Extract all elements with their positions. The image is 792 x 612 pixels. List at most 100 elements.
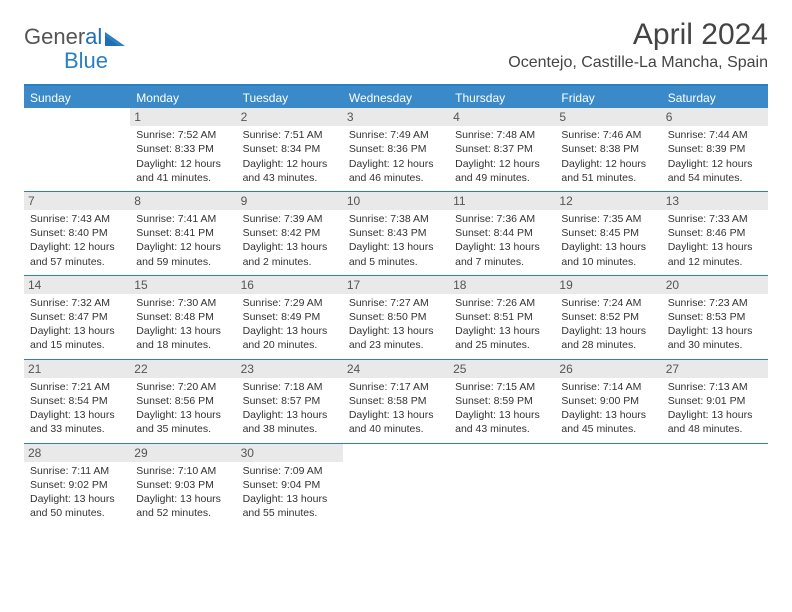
sunrise-text: Sunrise: 7:15 AM	[455, 380, 549, 394]
sunrise-text: Sunrise: 7:36 AM	[455, 212, 549, 226]
sunrise-text: Sunrise: 7:26 AM	[455, 296, 549, 310]
sunset-text: Sunset: 8:59 PM	[455, 394, 549, 408]
calendar-header-row: Sunday Monday Tuesday Wednesday Thursday…	[24, 86, 768, 108]
daylight-text: Daylight: 13 hours and 12 minutes.	[668, 240, 762, 268]
calendar-day-cell: 10Sunrise: 7:38 AMSunset: 8:43 PMDayligh…	[343, 192, 449, 275]
day-number: 2	[237, 108, 343, 126]
day-number: 25	[449, 360, 555, 378]
day-number: 29	[130, 444, 236, 462]
sunset-text: Sunset: 8:42 PM	[243, 226, 337, 240]
day-number: 27	[662, 360, 768, 378]
daylight-text: Daylight: 13 hours and 48 minutes.	[668, 408, 762, 436]
day-number: 14	[24, 276, 130, 294]
day-header: Sunday	[24, 86, 130, 108]
daylight-text: Daylight: 12 hours and 43 minutes.	[243, 157, 337, 185]
calendar-day-cell	[343, 444, 449, 527]
day-header: Monday	[130, 86, 236, 108]
sunrise-text: Sunrise: 7:27 AM	[349, 296, 443, 310]
day-header: Friday	[555, 86, 661, 108]
sunrise-text: Sunrise: 7:29 AM	[243, 296, 337, 310]
daylight-text: Daylight: 12 hours and 51 minutes.	[561, 157, 655, 185]
sunrise-text: Sunrise: 7:13 AM	[668, 380, 762, 394]
calendar-day-cell	[555, 444, 661, 527]
day-number: 21	[24, 360, 130, 378]
calendar-day-cell: 9Sunrise: 7:39 AMSunset: 8:42 PMDaylight…	[237, 192, 343, 275]
day-number	[343, 444, 449, 462]
calendar-day-cell: 16Sunrise: 7:29 AMSunset: 8:49 PMDayligh…	[237, 276, 343, 359]
day-number: 15	[130, 276, 236, 294]
sunset-text: Sunset: 8:44 PM	[455, 226, 549, 240]
sunrise-text: Sunrise: 7:21 AM	[30, 380, 124, 394]
daylight-text: Daylight: 13 hours and 2 minutes.	[243, 240, 337, 268]
daylight-text: Daylight: 12 hours and 59 minutes.	[136, 240, 230, 268]
day-number: 30	[237, 444, 343, 462]
sunrise-text: Sunrise: 7:18 AM	[243, 380, 337, 394]
sunrise-text: Sunrise: 7:09 AM	[243, 464, 337, 478]
sunrise-text: Sunrise: 7:10 AM	[136, 464, 230, 478]
calendar-day-cell: 7Sunrise: 7:43 AMSunset: 8:40 PMDaylight…	[24, 192, 130, 275]
sunrise-text: Sunrise: 7:39 AM	[243, 212, 337, 226]
calendar-day-cell: 22Sunrise: 7:20 AMSunset: 8:56 PMDayligh…	[130, 360, 236, 443]
sunset-text: Sunset: 8:39 PM	[668, 142, 762, 156]
daylight-text: Daylight: 12 hours and 57 minutes.	[30, 240, 124, 268]
daylight-text: Daylight: 12 hours and 41 minutes.	[136, 157, 230, 185]
sunrise-text: Sunrise: 7:17 AM	[349, 380, 443, 394]
sunset-text: Sunset: 8:37 PM	[455, 142, 549, 156]
daylight-text: Daylight: 13 hours and 20 minutes.	[243, 324, 337, 352]
day-header: Wednesday	[343, 86, 449, 108]
daylight-text: Daylight: 13 hours and 30 minutes.	[668, 324, 762, 352]
daylight-text: Daylight: 13 hours and 7 minutes.	[455, 240, 549, 268]
calendar-day-cell: 24Sunrise: 7:17 AMSunset: 8:58 PMDayligh…	[343, 360, 449, 443]
sunset-text: Sunset: 8:45 PM	[561, 226, 655, 240]
calendar-day-cell: 13Sunrise: 7:33 AMSunset: 8:46 PMDayligh…	[662, 192, 768, 275]
calendar-day-cell: 19Sunrise: 7:24 AMSunset: 8:52 PMDayligh…	[555, 276, 661, 359]
sunrise-text: Sunrise: 7:23 AM	[668, 296, 762, 310]
sunrise-text: Sunrise: 7:46 AM	[561, 128, 655, 142]
calendar-day-cell: 20Sunrise: 7:23 AMSunset: 8:53 PMDayligh…	[662, 276, 768, 359]
daylight-text: Daylight: 13 hours and 18 minutes.	[136, 324, 230, 352]
calendar-grid: Sunday Monday Tuesday Wednesday Thursday…	[24, 84, 768, 526]
sunset-text: Sunset: 9:00 PM	[561, 394, 655, 408]
sunrise-text: Sunrise: 7:33 AM	[668, 212, 762, 226]
calendar-day-cell: 29Sunrise: 7:10 AMSunset: 9:03 PMDayligh…	[130, 444, 236, 527]
sunset-text: Sunset: 8:41 PM	[136, 226, 230, 240]
calendar-week-row: 28Sunrise: 7:11 AMSunset: 9:02 PMDayligh…	[24, 443, 768, 527]
day-number: 19	[555, 276, 661, 294]
calendar-week-row: 14Sunrise: 7:32 AMSunset: 8:47 PMDayligh…	[24, 275, 768, 359]
calendar-day-cell: 30 Sunrise: 7:09 AMSunset: 9:04 PMDayligh…	[237, 444, 343, 527]
sunset-text: Sunset: 9:04 PM	[243, 478, 337, 492]
day-number: 23	[237, 360, 343, 378]
sunset-text: Sunset: 8:36 PM	[349, 142, 443, 156]
calendar-week-row: 1Sunrise: 7:52 AMSunset: 8:33 PMDaylight…	[24, 108, 768, 191]
page-subtitle: Ocentejo, Castille-La Mancha, Spain	[508, 54, 768, 72]
sunset-text: Sunset: 8:51 PM	[455, 310, 549, 324]
sunrise-text: Sunrise: 7:11 AM	[30, 464, 124, 478]
sunset-text: Sunset: 8:34 PM	[243, 142, 337, 156]
calendar-day-cell: 6 Sunrise: 7:44 AMSunset: 8:39 PMDaylight…	[662, 108, 768, 191]
brand-logo: General Blue	[24, 24, 125, 74]
day-number: 5	[555, 108, 661, 126]
daylight-text: Daylight: 13 hours and 55 minutes.	[243, 492, 337, 520]
sunrise-text: Sunrise: 7:48 AM	[455, 128, 549, 142]
day-number: 6	[662, 108, 768, 126]
sunset-text: Sunset: 8:53 PM	[668, 310, 762, 324]
sunset-text: Sunset: 8:38 PM	[561, 142, 655, 156]
sunset-text: Sunset: 8:58 PM	[349, 394, 443, 408]
day-header: Thursday	[449, 86, 555, 108]
daylight-text: Daylight: 12 hours and 54 minutes.	[668, 157, 762, 185]
calendar-day-cell: 21Sunrise: 7:21 AMSunset: 8:54 PMDayligh…	[24, 360, 130, 443]
daylight-text: Daylight: 13 hours and 28 minutes.	[561, 324, 655, 352]
sunrise-text: Sunrise: 7:44 AM	[668, 128, 762, 142]
sunrise-text: Sunrise: 7:52 AM	[136, 128, 230, 142]
sunset-text: Sunset: 8:56 PM	[136, 394, 230, 408]
day-header: Saturday	[662, 86, 768, 108]
sunrise-text: Sunrise: 7:35 AM	[561, 212, 655, 226]
daylight-text: Daylight: 13 hours and 35 minutes.	[136, 408, 230, 436]
page-header: General Blue April 2024 Ocentejo, Castil…	[24, 18, 768, 74]
day-number: 8	[130, 192, 236, 210]
calendar-day-cell	[24, 108, 130, 191]
sunrise-text: Sunrise: 7:20 AM	[136, 380, 230, 394]
day-number: 26	[555, 360, 661, 378]
sunset-text: Sunset: 8:49 PM	[243, 310, 337, 324]
calendar-day-cell: 12Sunrise: 7:35 AMSunset: 8:45 PMDayligh…	[555, 192, 661, 275]
